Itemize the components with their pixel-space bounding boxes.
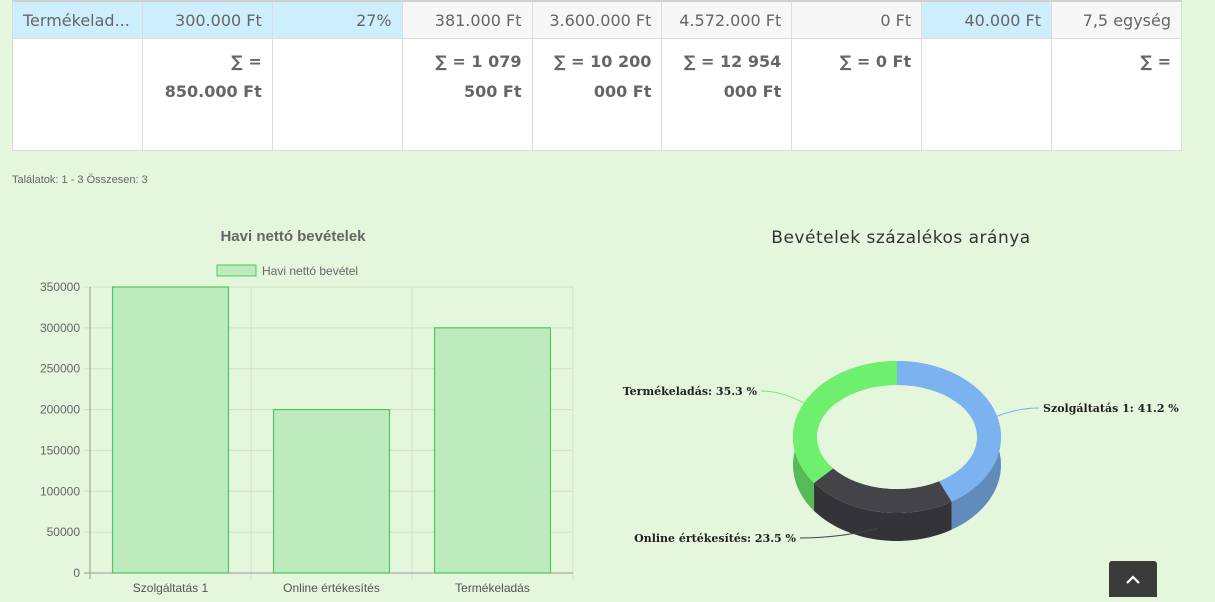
table-cell: Termékelad...: [12, 0, 143, 39]
slice-side: [814, 482, 952, 541]
y-tick-label: 300000: [40, 321, 80, 335]
chevron-up-icon: [1126, 575, 1140, 584]
table-summary-row: ∑ = 850.000 Ft ∑ = 1 079 500 Ft ∑ = 10 200…: [12, 38, 1182, 151]
slice-connector: [760, 390, 805, 404]
slice: [793, 361, 897, 483]
slice-label: Termékeladás: 35.3 %: [623, 385, 758, 398]
summary-cell: [271, 38, 403, 151]
table-cell: 300.000 Ft: [141, 0, 273, 39]
bar: [272, 408, 391, 574]
results-count: Találatok: 1 - 3 Összesen: 3: [12, 174, 148, 186]
summary-cell: ∑ =: [1051, 38, 1182, 151]
table-cell: 4.572.000 Ft: [661, 0, 793, 39]
slice-label: Online értékesítés: 23.5 %: [634, 532, 796, 545]
x-tick-label: Termékeladás: [455, 581, 530, 595]
bar: [433, 327, 552, 574]
table-cell: 381.000 Ft: [401, 0, 533, 39]
x-tick-label: Szolgáltatás 1: [133, 581, 209, 595]
data-table: Termékelad... 300.000 Ft 27% 381.000 Ft 3.60…: [12, 0, 1182, 151]
summary-cell: ∑ = 1 079 500 Ft: [401, 38, 533, 151]
legend-swatch: [216, 264, 257, 277]
legend-label: Havi nettó bevétel: [262, 264, 358, 278]
donut-hole: [817, 385, 977, 489]
y-tick-label: 50000: [47, 525, 81, 539]
y-tick-label: 350000: [40, 280, 80, 294]
table-cell: 40.000 Ft: [921, 0, 1052, 39]
table-cell: 7,5 egység: [1051, 0, 1182, 39]
x-tick-label: Online értékesítés: [283, 581, 380, 595]
slice-connector: [799, 528, 878, 539]
y-tick-label: 200000: [40, 403, 80, 417]
chart-title: Bevételek százalékos aránya: [771, 228, 1030, 248]
donut-chart: Bevételek százalékos aránya Szolgáltatás …: [623, 228, 1180, 545]
table-row: Termékelad... 300.000 Ft 27% 381.000 Ft 3.60…: [12, 0, 1182, 39]
summary-cell: [921, 38, 1052, 151]
summary-cell: ∑ = 12 954 000 Ft: [661, 38, 793, 151]
y-tick-label: 150000: [40, 443, 80, 457]
y-tick-label: 250000: [40, 362, 80, 376]
slice: [897, 361, 1001, 502]
summary-cell: ∑ = 10 200 000 Ft: [531, 38, 663, 151]
bar-chart: Havi nettó bevételek Havi nettó bevétel 0 5…: [40, 228, 574, 595]
slice-label: Szolgáltatás 1: 41.2 %: [1043, 402, 1179, 415]
slice: [814, 468, 952, 513]
slice-connector: [996, 407, 1040, 417]
summary-cell: ∑ = 0 Ft: [791, 38, 923, 151]
summary-cell: ∑ = 850.000 Ft: [141, 38, 273, 151]
bar: [111, 286, 230, 574]
y-tick-label: 100000: [40, 484, 80, 498]
table-cell: 0 Ft: [791, 0, 923, 39]
scroll-to-top-button[interactable]: [1109, 561, 1157, 597]
chart-title: Havi nettó bevételek: [220, 228, 366, 245]
y-tick-label: 0: [73, 566, 80, 580]
table-cell: 3.600.000 Ft: [531, 0, 663, 39]
table-cell: 27%: [271, 0, 403, 39]
summary-cell: [12, 38, 143, 151]
